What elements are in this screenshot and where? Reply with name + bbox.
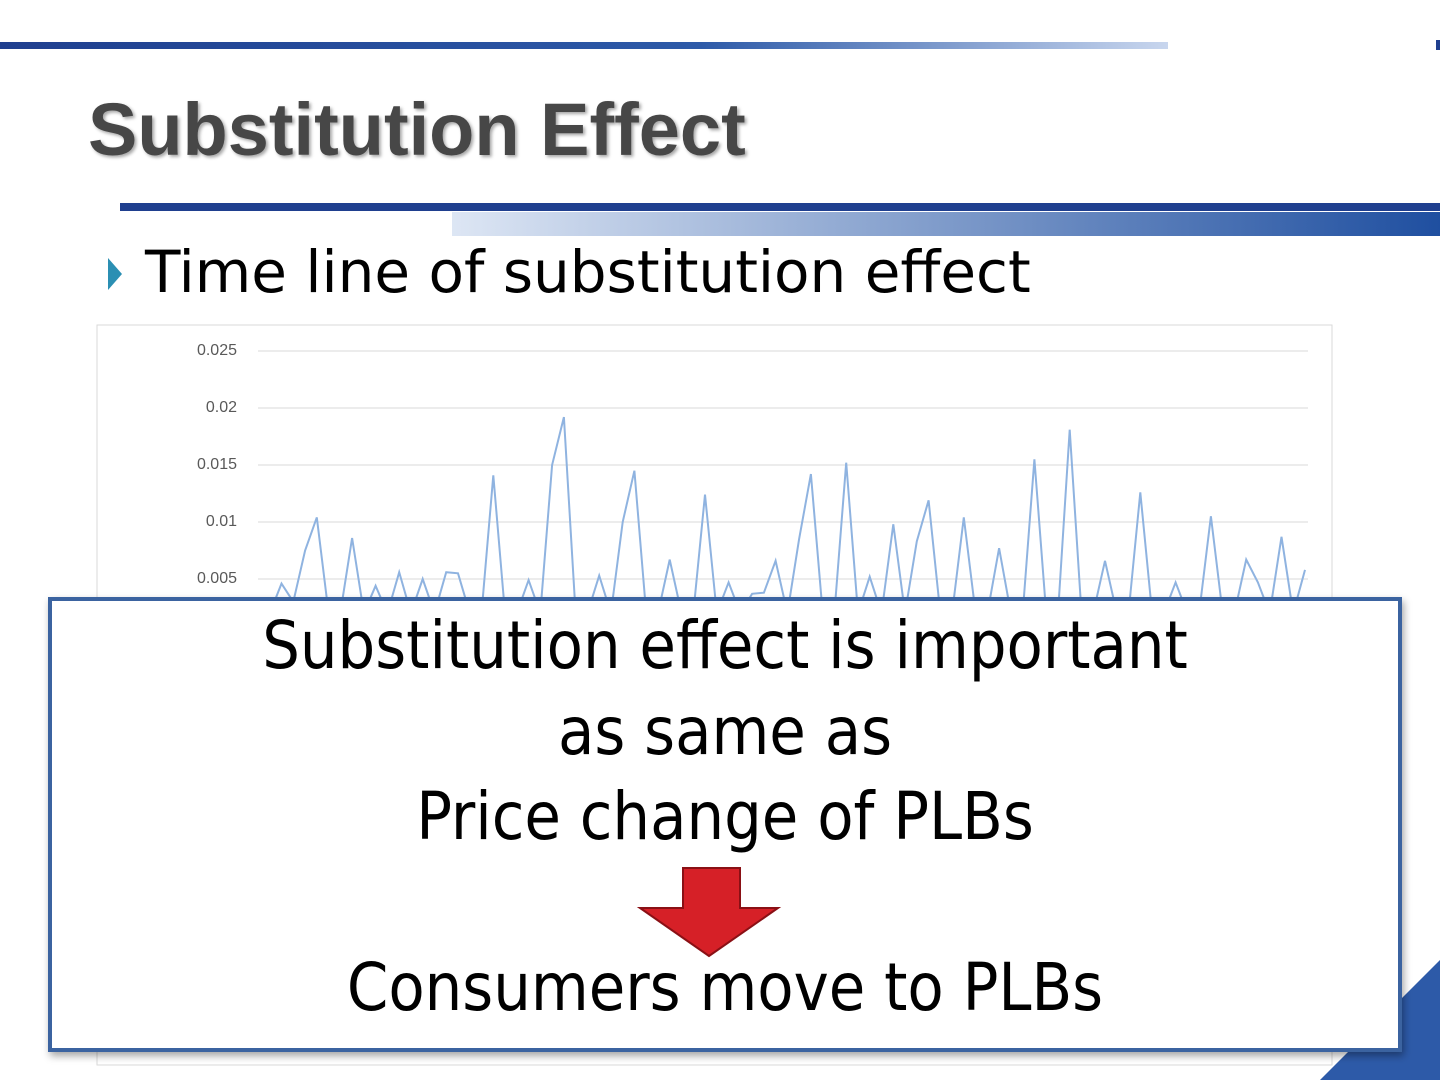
bullet-text: Time line of substitution effect bbox=[144, 238, 1031, 306]
down-arrow bbox=[636, 867, 782, 958]
chart: 0.005 0.01 0.015 0.02 0.025 bbox=[197, 342, 1308, 618]
callout-box bbox=[48, 597, 1402, 1052]
y-tick-label: 0.015 bbox=[197, 456, 237, 473]
top-rule bbox=[0, 42, 1168, 49]
y-tick-label: 0.025 bbox=[197, 342, 237, 359]
bullet-icon bbox=[108, 258, 122, 290]
y-tick-label: 0.01 bbox=[206, 513, 237, 530]
top-rule-end bbox=[1436, 40, 1440, 50]
slide-title: Substitution Effect bbox=[88, 88, 746, 171]
y-tick-label: 0.005 bbox=[197, 570, 237, 587]
title-band bbox=[452, 212, 1440, 236]
y-tick-label: 0.02 bbox=[206, 399, 237, 416]
callout-line: Price change of PLBs bbox=[416, 778, 1034, 855]
callout-line: Substitution effect is important bbox=[262, 607, 1188, 684]
callout-line: as same as bbox=[558, 693, 892, 770]
title-rule bbox=[120, 203, 1440, 211]
callout-line: Consumers move to PLBs bbox=[347, 949, 1103, 1026]
